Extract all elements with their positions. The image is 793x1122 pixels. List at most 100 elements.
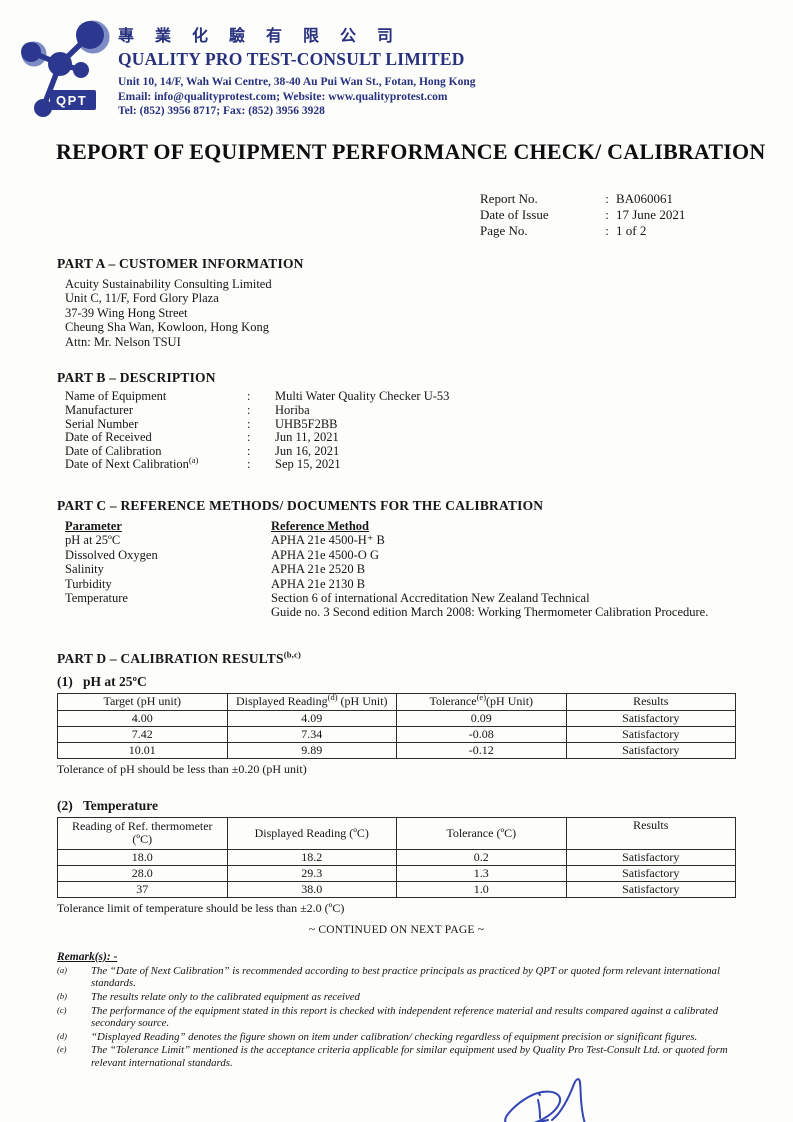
customer-address-line: Unit C, 11/F, Ford Glory Plaza <box>65 291 219 306</box>
colon: : <box>247 416 251 431</box>
reading-cell: 29.3 <box>226 864 397 882</box>
result-cell: Satisfactory <box>565 725 736 743</box>
remark-item: (a) The “Date of Next Calibration” is re… <box>57 965 736 990</box>
colon: : <box>247 443 251 458</box>
tolerance-cell: 1.0 <box>396 880 567 898</box>
part-b-heading: PART B – DESCRIPTION <box>57 370 216 386</box>
subsection-title: pH at 25ºC <box>83 673 147 689</box>
date-of-issue-value: 17 June 2021 <box>616 206 686 222</box>
reading-cell: 18.2 <box>226 848 397 866</box>
company-address: Unit 10, 14/F, Wah Wai Centre, 38-40 Au … <box>118 76 476 88</box>
equipment-name-row: Name of Equipment : Multi Water Quality … <box>65 390 736 404</box>
remark-text: The performance of the equipment stated … <box>91 1004 719 1030</box>
report-number-row: Report No. : BA060061 <box>480 191 793 207</box>
colon: : <box>247 430 251 445</box>
reference-methods-header-row: Parameter Reference Method <box>65 519 736 533</box>
target-cell: 10.01 <box>57 741 228 759</box>
field-label: Serial Number <box>65 416 139 431</box>
result-cell: Satisfactory <box>565 864 736 882</box>
field-value: Multi Water Quality Checker U-53 <box>275 389 450 404</box>
table-row: 7.42 7.34 -0.08 Satisfactory <box>57 725 736 743</box>
subsection-number: (2) <box>57 797 73 813</box>
field-value: Sep 15, 2021 <box>275 457 341 472</box>
result-cell: Satisfactory <box>565 709 736 727</box>
tolerance-header: Tolerance(e)(pH Unit) <box>396 692 567 711</box>
letterhead: QPT 專 業 化 驗 有 限 公 司 QUALITY PRO TEST-CON… <box>0 0 793 119</box>
target-cell: 4.00 <box>57 709 228 727</box>
parameter-column-header: Parameter <box>65 519 122 534</box>
parameter-cell: Temperature <box>65 591 128 606</box>
field-value: UHB5F2BB <box>275 416 338 431</box>
part-d-heading: PART D – CALIBRATION RESULTS(b,c) <box>57 649 301 666</box>
parameter-cell: Turbidity <box>65 576 112 591</box>
signature-ink-icon <box>464 1074 690 1122</box>
reference-methods-list: Parameter Reference Method pH at 25ºC AP… <box>65 519 736 620</box>
method-cell: APHA 21e 2520 B <box>271 562 366 577</box>
signature-block: LEE Chun-ning, Desmond Senior Chemist <box>464 1074 690 1122</box>
method-cell: Section 6 of international Accreditation… <box>271 591 709 620</box>
report-info-block: Report No. : BA060061 Date of Issue : 17… <box>480 191 793 239</box>
page-number-row: Page No. : 1 of 2 <box>480 223 793 239</box>
field-value: Jun 16, 2021 <box>275 443 340 458</box>
letterhead-text: 專 業 化 驗 有 限 公 司 QUALITY PRO TEST-CONSULT… <box>118 22 476 119</box>
reference-method-row: Dissolved Oxygen APHA 21e 4500-O G <box>65 548 736 562</box>
date-of-issue-label: Date of Issue <box>480 206 549 222</box>
results-header: Results <box>565 816 736 850</box>
part-c-section: PART C – REFERENCE METHODS/ DOCUMENTS FO… <box>57 498 736 620</box>
tolerance-cell: -0.12 <box>396 741 567 759</box>
colon: : <box>247 457 251 472</box>
ref-reading-cell: 37 <box>57 880 228 898</box>
table-row: 4.00 4.09 0.09 Satisfactory <box>57 709 736 727</box>
company-contact-tel-fax: Tel: (852) 3956 8717; Fax: (852) 3956 39… <box>118 105 325 117</box>
table-row: 28.0 29.3 1.3 Satisfactory <box>57 864 736 882</box>
date-next-calibration-row: Date of Next Calibration(a) : Sep 15, 20… <box>65 456 736 472</box>
temperature-subsection-heading: (2) Temperature <box>57 798 736 814</box>
result-cell: Satisfactory <box>565 741 736 759</box>
colon: : <box>247 389 251 404</box>
tolerance-cell: 0.2 <box>396 848 567 866</box>
colon: : <box>605 222 609 238</box>
method-cell: APHA 21e 4500-O G <box>271 547 379 562</box>
parameter-cell: Salinity <box>65 562 104 577</box>
ph-calibration-table: Target (pH unit) Displayed Reading(d) (p… <box>57 692 736 759</box>
colon: : <box>247 403 251 418</box>
target-cell: 7.42 <box>57 725 228 743</box>
results-header: Results <box>565 692 736 711</box>
field-value: Jun 11, 2021 <box>275 430 339 445</box>
customer-address-block: Acuity Sustainability Consulting Limited… <box>65 277 736 350</box>
remarks-heading: Remark(s): - <box>57 950 118 963</box>
ref-reading-cell: 28.0 <box>57 864 228 882</box>
remark-item: (e) The “Tolerance Limit” mentioned is t… <box>57 1044 736 1069</box>
reference-method-row: Turbidity APHA 21e 2130 B <box>65 577 736 591</box>
subsection-title: Temperature <box>83 797 158 813</box>
field-label: Date of Received <box>65 430 152 445</box>
temperature-calibration-table: Reading of Ref. thermometer (ºC) Displaye… <box>57 816 736 898</box>
qpt-molecule-logo-icon: QPT <box>14 14 110 118</box>
colon: : <box>605 206 609 222</box>
method-cell: APHA 21e 4500-H⁺ B <box>271 533 385 548</box>
date-calibration-row: Date of Calibration : Jun 16, 2021 <box>65 443 736 459</box>
company-contact-email-web: Email: info@qualityprotest.com; Website:… <box>118 90 448 103</box>
remark-marker: (d) <box>57 1030 67 1041</box>
reference-method-row: Temperature Section 6 of international A… <box>65 591 736 620</box>
reading-cell: 9.89 <box>226 741 397 759</box>
temperature-tolerance-note: Tolerance limit of temperature should be… <box>57 900 345 915</box>
remark-marker: (e) <box>57 1044 67 1055</box>
reference-method-row: Salinity APHA 21e 2520 B <box>65 562 736 576</box>
field-value: Horiba <box>275 403 310 418</box>
displayed-reading-header: Displayed Reading (ºC) <box>226 816 397 850</box>
report-body: PART A – CUSTOMER INFORMATION Acuity Sus… <box>0 256 793 1122</box>
parameter-cell: Dissolved Oxygen <box>65 547 158 562</box>
colon: : <box>605 190 609 206</box>
remark-marker: (c) <box>57 1004 67 1015</box>
customer-attn-line: Attn: Mr. Nelson TSUI <box>65 334 181 349</box>
remarks-section: Remark(s): - (a) The “Date of Next Calib… <box>57 951 736 1070</box>
remark-text: “Displayed Reading” denotes the figure s… <box>91 1030 698 1043</box>
ph-table-header-row: Target (pH unit) Displayed Reading(d) (p… <box>57 692 736 711</box>
molecule-icon: QPT <box>21 20 110 117</box>
displayed-reading-header: Displayed Reading(d) (pH Unit) <box>226 692 397 711</box>
ph-tolerance-note: Tolerance of pH should be less than ±0.2… <box>57 761 307 776</box>
page-number-label: Page No. <box>480 222 528 238</box>
temperature-table-header-row: Reading of Ref. thermometer (ºC) Displaye… <box>57 816 736 850</box>
reference-method-row: pH at 25ºC APHA 21e 4500-H⁺ B <box>65 533 736 547</box>
